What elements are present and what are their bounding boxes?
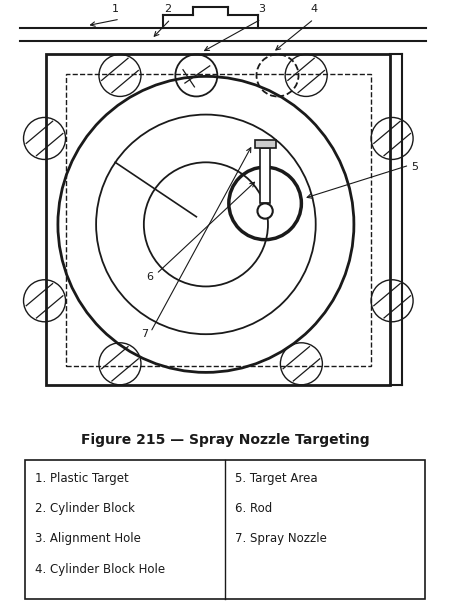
Text: 3: 3 — [258, 4, 265, 15]
Text: 7. Spray Nozzle: 7. Spray Nozzle — [235, 532, 327, 545]
Bar — [46, 55, 390, 385]
Text: 2. Cylinder Block: 2. Cylinder Block — [35, 502, 135, 515]
Text: Figure 215 — Spray Nozzle Targeting: Figure 215 — Spray Nozzle Targeting — [81, 433, 369, 447]
Text: 1. Plastic Target: 1. Plastic Target — [35, 472, 129, 484]
Circle shape — [257, 203, 273, 219]
Text: 5. Target Area: 5. Target Area — [235, 472, 318, 484]
Text: 3. Alignment Hole: 3. Alignment Hole — [35, 532, 141, 545]
Text: 1: 1 — [112, 4, 119, 15]
Text: 7: 7 — [141, 329, 149, 339]
Bar — [255, 140, 275, 148]
Bar — [66, 73, 371, 365]
Text: 6. Rod: 6. Rod — [235, 502, 272, 515]
Text: 6: 6 — [146, 272, 153, 282]
Text: 2: 2 — [164, 4, 171, 15]
Text: 4. Cylinder Block Hole: 4. Cylinder Block Hole — [35, 563, 165, 575]
Text: 4: 4 — [310, 4, 317, 15]
Bar — [261, 148, 270, 203]
Text: 5: 5 — [411, 162, 418, 172]
Bar — [25, 459, 425, 599]
